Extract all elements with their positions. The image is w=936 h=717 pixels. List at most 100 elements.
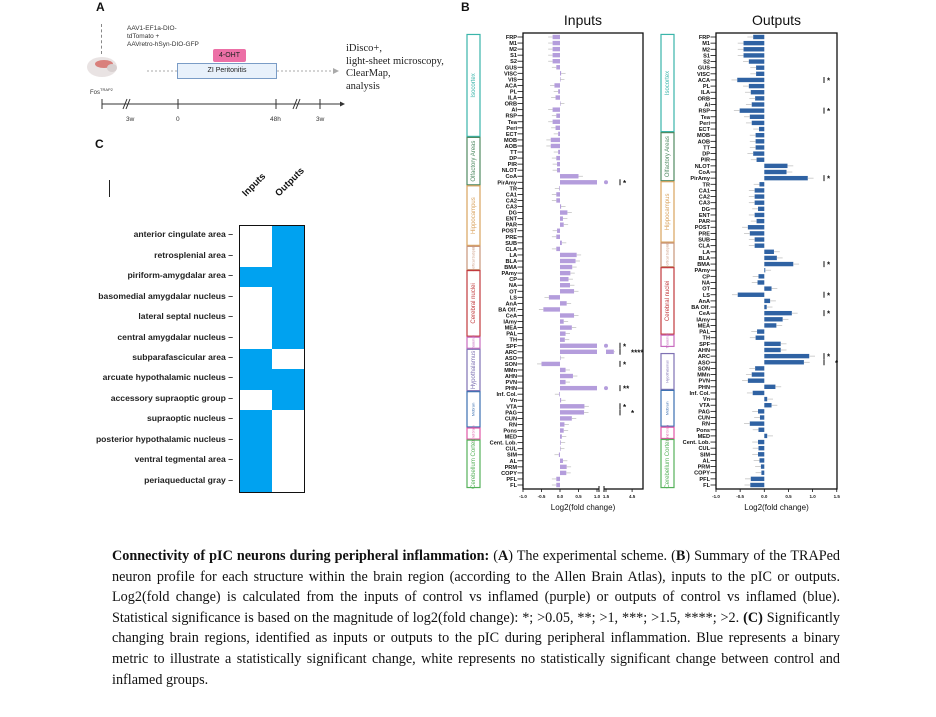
inputs-chart-title: Inputs <box>563 12 603 28</box>
outputs-bar-DG <box>758 206 765 212</box>
outputs-bar-IAmy <box>764 317 783 322</box>
outputs-category-label: CLA <box>699 244 711 250</box>
outputs-category-label: AL <box>703 458 711 464</box>
inputs-bar-ACA <box>554 83 560 88</box>
inputs-category-label: PAG <box>505 410 517 416</box>
inputs-bar-TT <box>558 149 560 155</box>
outputs-bar-PHN <box>764 384 776 390</box>
inputs-bar-IAmy <box>560 319 564 324</box>
caption-panel-ref: B <box>675 548 686 564</box>
outputs-category-label: S2 <box>703 60 710 66</box>
inputs-category-label: PIR <box>508 162 517 168</box>
heatmap-row-label: lateral septal nucleus – <box>138 311 233 322</box>
outputs-category-label: M1 <box>702 41 710 47</box>
outputs-bar-S2 <box>748 59 765 64</box>
outputs-region-group-box <box>660 132 675 182</box>
inputs-bar-RN <box>560 422 565 427</box>
outputs-bar-FRP <box>753 34 765 40</box>
outputs-category-label: ACA <box>698 78 710 84</box>
outputs-category-label: AOB <box>698 139 710 145</box>
inputs-category-label: PVN <box>505 380 517 386</box>
inputs-bar-PAR <box>560 222 564 227</box>
inputs-region-group-label: Cerebellum Cortex <box>471 439 477 489</box>
inputs-region-group-label: Cortical Subplate <box>471 245 475 272</box>
outputs-bar-ORB <box>755 96 765 101</box>
outputs-category-label: Cent. Lob. <box>683 440 711 446</box>
outputs-category-label: CeA <box>699 311 710 317</box>
inputs-category-label: M2 <box>509 47 517 53</box>
inputs-bar-AnA <box>560 301 567 306</box>
heatmap-cell-outputs <box>272 430 304 452</box>
outputs-bar-TR <box>759 182 765 187</box>
inputs-bar-CA2 <box>556 198 560 203</box>
outputs-bar-AHN <box>764 347 781 353</box>
outputs-category-label: BA Olf. <box>691 305 710 311</box>
outputs-bar-PVN <box>747 378 765 383</box>
readout-text: iDisco+, light-sheet microscopy, ClearMa… <box>346 43 444 93</box>
inputs-category-label: S2 <box>510 59 517 65</box>
inputs-category-label: CP <box>509 277 517 283</box>
inputs-region-group-box <box>466 185 481 246</box>
heatmap-row-label: posterior hypothalamic nucleus – <box>95 433 233 444</box>
outputs-bar-PFL <box>750 476 765 482</box>
outputs-bar-BMA <box>764 261 794 267</box>
inputs-bar-TH <box>560 337 565 342</box>
heatmap-cell-inputs <box>240 369 272 391</box>
inputs-bar-AI <box>552 107 560 112</box>
outputs-category-label: S1 <box>703 53 710 59</box>
outputs-category-label: PAmy <box>695 268 711 274</box>
outputs-category-label: SIM <box>700 452 710 458</box>
heatmap-row-label: piriform-amygdalar area – <box>127 270 233 281</box>
outputs-bar-MMn <box>751 372 765 377</box>
inputs-category-label: BA Olf. <box>498 307 517 313</box>
outputs-category-label: AHN <box>698 348 710 354</box>
inputs-bar-SON <box>541 361 560 367</box>
outputs-chart-title: Outputs <box>751 12 802 28</box>
inputs-bar-Inf. Col. <box>559 391 560 397</box>
inputs-category-label: RN <box>509 422 517 428</box>
mouse-line: Fos <box>90 90 101 96</box>
heatmap-cell-inputs <box>240 328 272 350</box>
outputs-bar-PAG <box>758 409 765 414</box>
inputs-category-label: SIM <box>507 453 517 459</box>
inputs-region-group-label: Thalamus <box>471 335 475 351</box>
outputs-bar-CA2 <box>754 194 765 199</box>
outputs-plot-frame <box>715 32 838 490</box>
inputs-category-label: PRE <box>505 235 517 241</box>
outputs-category-label: NA <box>702 280 710 286</box>
inputs-region-group-label: Isocortex <box>471 73 477 97</box>
outputs-category-label: PL <box>703 84 711 90</box>
inputs-category-label: CUL <box>506 447 518 453</box>
inputs-category-label: AnA <box>506 301 518 307</box>
outputs-bar-Peri <box>751 120 765 126</box>
outputs-bar-VISC <box>756 71 765 77</box>
inputs-region-group-box <box>466 348 481 392</box>
inputs-region-group-box <box>466 33 481 137</box>
outputs-category-label: FRP <box>699 35 710 41</box>
inputs-bar-CA1 <box>556 192 560 197</box>
inputs-category-label: ORB <box>505 102 517 108</box>
inputs-bar-DG <box>560 210 568 215</box>
outputs-bar-RN <box>749 421 765 426</box>
inputs-region-group-label: Hind brain <box>471 426 475 442</box>
outputs-bar-NA <box>757 280 765 285</box>
outputs-x-tick-label: -0.5 <box>736 494 744 499</box>
outputs-bar-POST <box>747 225 765 230</box>
inputs-x-tick-label: 0.5 <box>575 494 582 499</box>
outputs-bar-LS <box>737 292 765 297</box>
outputs-category-label: CP <box>702 274 710 280</box>
outputs-category-label: MOB <box>697 133 710 139</box>
outputs-bar-SIM <box>758 452 765 457</box>
timeline-diagram <box>101 68 345 110</box>
heatmap-cell-inputs <box>240 266 272 288</box>
inputs-category-label: FL <box>510 483 517 489</box>
outputs-bar-CA3 <box>754 200 765 205</box>
heatmap-cell-outputs <box>272 389 304 411</box>
inputs-category-label: ENT <box>506 217 518 223</box>
outputs-category-label: ASO <box>698 360 711 366</box>
outputs-bar-ECT <box>758 126 765 132</box>
outputs-bar-ARC <box>764 353 810 359</box>
outputs-category-label: Pons <box>696 428 710 434</box>
inputs-significance-stars: * <box>623 403 627 412</box>
inputs-bar-FRP <box>552 34 560 40</box>
